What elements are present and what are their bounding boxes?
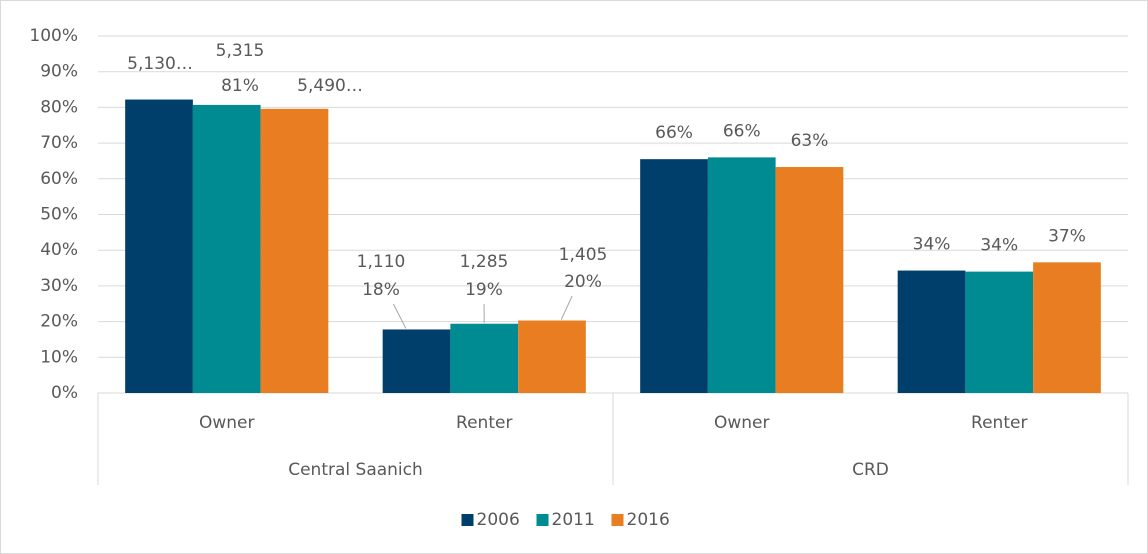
bar: [1033, 262, 1101, 393]
bar: [640, 159, 708, 393]
x-tick-label: Renter: [971, 413, 1027, 433]
leader-line: [560, 295, 573, 320]
y-tick-label: 90%: [40, 62, 78, 82]
x-tick-label: Owner: [199, 413, 255, 433]
legend-label: 2006: [477, 510, 520, 530]
data-label-count: 5,315: [216, 41, 265, 61]
data-label: 34%: [913, 235, 951, 255]
y-tick-label: 40%: [40, 240, 78, 260]
y-tick-label: 0%: [51, 383, 78, 403]
bar: [707, 157, 776, 393]
group-label: CRD: [852, 460, 889, 480]
data-label-count: 5,130…: [127, 54, 193, 74]
data-label-count: 1,405: [559, 245, 608, 265]
y-tick-label: 80%: [40, 97, 78, 117]
data-label-count: 1,110: [357, 252, 406, 272]
x-tick-label: Owner: [714, 413, 770, 433]
leader-line: [392, 303, 407, 329]
legend-swatch: [536, 514, 549, 526]
data-label: 81%: [221, 76, 259, 96]
legend-swatch: [611, 514, 624, 526]
bar: [260, 108, 329, 393]
data-label-count: 1,285: [460, 252, 509, 272]
data-label: 66%: [655, 123, 693, 143]
data-label-count: 5,490…: [297, 76, 363, 96]
bar: [965, 271, 1034, 393]
legend-label: 2011: [552, 510, 595, 530]
bar: [450, 323, 519, 393]
y-tick-label: 70%: [40, 133, 78, 153]
group-label: Central Saanich: [288, 460, 423, 480]
y-tick-label: 20%: [40, 312, 78, 332]
data-label: 19%: [465, 280, 503, 300]
data-label: 66%: [723, 121, 761, 141]
data-label: 18%: [362, 280, 400, 300]
data-label: 63%: [791, 131, 829, 151]
y-tick-label: 60%: [40, 169, 78, 189]
bar: [382, 329, 451, 393]
data-label: 20%: [564, 272, 602, 292]
legend-swatch: [461, 514, 474, 526]
bar: [897, 270, 966, 393]
x-tick-label: Renter: [456, 413, 512, 433]
bar: [518, 320, 586, 393]
y-tick-label: 10%: [40, 347, 78, 367]
legend-label: 2016: [627, 510, 670, 530]
data-label: 34%: [980, 236, 1018, 256]
bar: [192, 104, 261, 393]
y-tick-label: 30%: [40, 276, 78, 296]
y-tick-label: 100%: [29, 26, 78, 46]
bar: [775, 167, 844, 393]
y-tick-label: 50%: [40, 205, 78, 225]
data-label: 37%: [1048, 226, 1086, 246]
bar: [125, 99, 193, 394]
